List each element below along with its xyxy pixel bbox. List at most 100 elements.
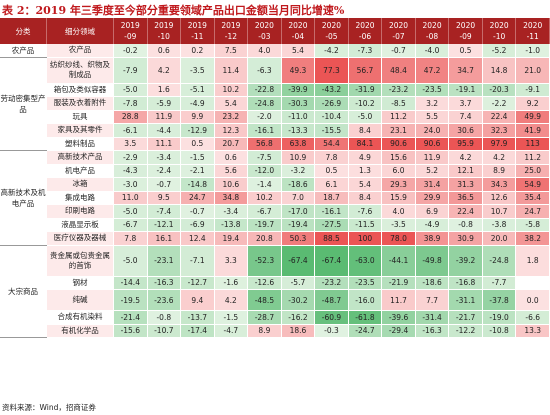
value-cell: 36.5 <box>448 191 483 205</box>
value-cell: -9.1 <box>515 83 550 97</box>
value-cell: 31.4 <box>415 177 450 192</box>
value-cell: -21.4 <box>113 310 148 325</box>
value-cell: 11.0 <box>113 191 148 205</box>
export-growth-table: 分类 细分领域 2019 -09 2019 -10 2019 -11 2019 -12 2020 -0… <box>0 18 550 338</box>
value-cell: -0.3 <box>314 324 349 338</box>
value-cell: -3.4 <box>214 204 249 219</box>
value-cell: 11.9 <box>147 110 182 124</box>
value-cell: -1.5 <box>214 310 249 325</box>
value-cell: -5.0 <box>113 204 148 219</box>
value-cell: -0.8 <box>147 310 182 325</box>
value-cell: 30.6 <box>448 123 483 138</box>
value-cell: -21.7 <box>448 310 483 325</box>
header-year: 2020 <box>388 21 409 30</box>
value-cell: -7.9 <box>113 57 148 84</box>
table-row: 冰箱 -3.0 -0.7 -14.8 10.6 -1.4 -18.6 6.1 5.4 29.3 31… <box>0 177 550 192</box>
value-cell: 6.0 <box>381 164 416 178</box>
value-cell: 4.0 <box>381 204 416 219</box>
value-cell: 29.3 <box>381 177 416 192</box>
table-row: 大宗商品 贵金属或包贵金属的首饰 -5.0 -23.1 -7.1 3.3 -52.3 -67.… <box>0 245 550 338</box>
value-cell: 49.3 <box>281 57 316 84</box>
table-row: 液晶显示板 -6.7 -12.1 -6.9 -13.8 -19.7 -19.4 -27.5 -1… <box>0 218 550 232</box>
value-cell: 24.0 <box>415 123 450 138</box>
value-cell: -26.9 <box>314 96 349 111</box>
value-cell: -1.6 <box>214 276 249 290</box>
value-cell: 23.2 <box>214 110 249 124</box>
value-cell: 90.6 <box>415 137 450 151</box>
value-cell: 1.3 <box>348 164 383 178</box>
table-row: 机电产品 -4.3 -2.4 -2.1 5.6 -12.0 -3.2 0.5 1.3 6.0 5.2… <box>0 164 550 178</box>
subfield-cell: 纯碱 <box>46 289 114 311</box>
value-cell: 20.8 <box>247 231 282 246</box>
header-year: 2019 <box>221 21 241 30</box>
value-cell: 12.4 <box>180 231 215 246</box>
header-month-num: -10 <box>492 32 506 41</box>
value-cell: -13.8 <box>214 218 249 232</box>
value-cell: -10.4 <box>314 110 349 124</box>
value-cell: -16.0 <box>348 289 383 311</box>
value-cell: -7.3 <box>348 44 383 58</box>
value-cell: -0.7 <box>381 44 416 58</box>
value-cell: 30.9 <box>448 231 483 246</box>
value-cell: -48.5 <box>247 289 282 311</box>
header-month: 2019 -12 <box>214 18 249 44</box>
value-cell: -17.0 <box>281 204 316 219</box>
value-cell: -6.7 <box>247 204 282 219</box>
value-cell: -5.7 <box>281 276 316 290</box>
value-cell: 15.9 <box>381 191 416 205</box>
value-cell: 78.0 <box>381 231 416 246</box>
value-cell: -12.9 <box>180 123 215 138</box>
value-cell: 34.3 <box>482 177 517 192</box>
value-cell: -1.0 <box>515 44 550 58</box>
value-cell: -15.6 <box>113 324 148 338</box>
header-year: 2020 <box>321 21 341 30</box>
value-cell: -12.0 <box>247 164 282 178</box>
value-cell: 54.4 <box>314 137 349 151</box>
header-category: 分类 <box>0 18 47 44</box>
value-cell: 24.7 <box>180 191 215 205</box>
value-cell: 12.6 <box>482 191 517 205</box>
value-cell: -0.7 <box>147 177 182 192</box>
value-cell: 24.7 <box>515 204 550 219</box>
value-cell: -39.9 <box>281 83 316 97</box>
value-cell: -31.9 <box>348 83 383 97</box>
value-cell: 25.0 <box>515 164 550 178</box>
value-cell: 7.8 <box>314 150 349 165</box>
header-month-num: -06 <box>358 32 372 41</box>
value-cell: 47.2 <box>415 57 450 84</box>
header-year: 2020 <box>254 21 274 30</box>
value-cell: 10.6 <box>214 177 249 192</box>
value-cell: -2.0 <box>247 110 282 124</box>
value-cell: 38.9 <box>415 231 450 246</box>
value-cell: -5.1 <box>180 83 215 97</box>
value-cell: -12.7 <box>180 276 215 290</box>
subfield-cell: 高新技术产品 <box>46 150 114 165</box>
value-cell: 11.7 <box>381 289 416 311</box>
value-cell: 5.2 <box>415 164 450 178</box>
value-cell: -17.4 <box>180 324 215 338</box>
header-month-num: -11 <box>526 32 539 41</box>
value-cell: 7.0 <box>281 191 316 205</box>
value-cell: -23.5 <box>348 276 383 290</box>
value-cell: 7.7 <box>415 289 450 311</box>
subfield-cell: 合成有机染料 <box>46 310 114 325</box>
value-cell: 4.2 <box>448 150 483 165</box>
subfield-cell: 农产品 <box>46 44 114 58</box>
value-cell: 20.7 <box>214 137 249 151</box>
value-cell: -3.0 <box>113 177 148 192</box>
value-cell: 0.0 <box>515 289 550 311</box>
value-cell: -5.2 <box>482 44 517 58</box>
value-cell: 10.9 <box>281 150 316 165</box>
value-cell: 1.8 <box>515 245 550 277</box>
value-cell: -4.0 <box>415 44 450 58</box>
value-cell: 5.4 <box>348 177 383 192</box>
header-year: 2020 <box>422 21 442 30</box>
value-cell: 90.6 <box>381 137 416 151</box>
header-month-num: -11 <box>191 32 204 41</box>
value-cell: 1.6 <box>147 83 182 97</box>
value-cell: -23.2 <box>314 276 349 290</box>
value-cell: -23.2 <box>381 83 416 97</box>
table-row: 箱包及类似容器 -5.0 1.6 -5.1 10.2 -22.8 -39.9 -43.2 -31… <box>0 83 550 97</box>
source-note: 资料来源：Wind，招商证券 <box>2 403 96 412</box>
value-cell: -2.4 <box>147 164 182 178</box>
